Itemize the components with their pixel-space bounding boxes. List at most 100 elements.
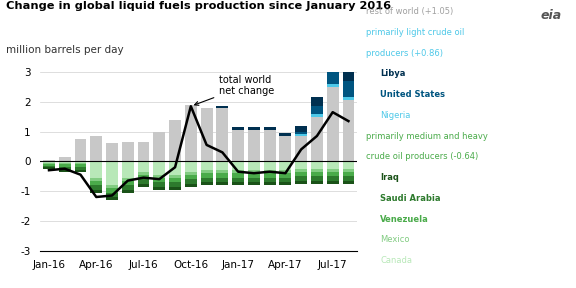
Bar [122, 181, 134, 185]
Bar [153, 178, 165, 182]
Bar [59, 164, 71, 167]
Bar [311, 161, 323, 169]
Bar [264, 178, 275, 182]
Bar [343, 176, 354, 181]
Bar [122, 142, 134, 161]
Bar [122, 190, 134, 192]
Bar [248, 130, 260, 161]
Bar [279, 133, 291, 136]
Bar [264, 182, 275, 185]
Bar [75, 161, 86, 163]
Bar [106, 143, 118, 161]
Bar [248, 127, 260, 130]
Bar [279, 173, 291, 178]
Text: producers (+0.86): producers (+0.86) [366, 49, 443, 58]
Bar [200, 173, 213, 178]
Bar [106, 188, 118, 192]
Text: Canada: Canada [380, 256, 412, 265]
Text: rest of world (+1.05): rest of world (+1.05) [366, 7, 453, 16]
Bar [279, 170, 291, 173]
Bar [232, 127, 244, 130]
Bar [343, 100, 354, 161]
Bar [311, 106, 323, 114]
Bar [295, 161, 307, 169]
Text: Libya: Libya [380, 69, 406, 78]
Bar [43, 161, 55, 163]
Bar [217, 106, 228, 108]
Text: Saudi Arabia: Saudi Arabia [380, 194, 441, 203]
Bar [248, 170, 260, 173]
Bar [43, 160, 55, 161]
Bar [75, 164, 86, 167]
Bar [153, 161, 165, 175]
Bar [75, 167, 86, 170]
Bar [279, 178, 291, 182]
Bar [90, 178, 102, 181]
Text: eia: eia [540, 9, 562, 22]
Bar [185, 161, 197, 172]
Bar [264, 127, 275, 130]
Text: Nigeria: Nigeria [380, 111, 411, 120]
Bar [343, 181, 354, 184]
Bar [311, 176, 323, 181]
Bar [138, 175, 149, 179]
Bar [138, 161, 149, 172]
Bar [295, 172, 307, 176]
Bar [327, 161, 339, 169]
Text: primarily light crude oil: primarily light crude oil [366, 28, 464, 37]
Bar [122, 185, 134, 190]
Bar [59, 163, 71, 164]
Bar [169, 175, 181, 178]
Bar [295, 134, 307, 136]
Bar [106, 161, 118, 185]
Bar [169, 120, 181, 161]
Bar [90, 161, 102, 178]
Bar [43, 167, 55, 169]
Bar [295, 181, 307, 184]
Bar [343, 161, 354, 169]
Bar [75, 170, 86, 172]
Bar [43, 163, 55, 164]
Bar [232, 161, 244, 170]
Bar [327, 87, 339, 161]
Bar [264, 161, 275, 170]
Bar [311, 169, 323, 172]
Bar [327, 56, 339, 68]
Bar [343, 172, 354, 176]
Bar [138, 184, 149, 187]
Bar [311, 181, 323, 184]
Bar [59, 170, 71, 172]
Bar [185, 184, 197, 187]
Bar [295, 126, 307, 132]
Bar [327, 68, 339, 84]
Bar [153, 175, 165, 178]
Bar [217, 161, 228, 170]
Bar [248, 161, 260, 170]
Bar [264, 130, 275, 161]
Bar [217, 108, 228, 161]
Bar [153, 187, 165, 190]
Bar [327, 172, 339, 176]
Bar [248, 182, 260, 185]
Bar [311, 114, 323, 117]
Text: United States: United States [380, 90, 445, 99]
Bar [106, 197, 118, 200]
Bar [185, 179, 197, 184]
Bar [185, 105, 197, 161]
Bar [75, 163, 86, 164]
Bar [138, 179, 149, 184]
Bar [59, 167, 71, 170]
Text: total world
net change: total world net change [195, 75, 274, 105]
Bar [232, 173, 244, 178]
Text: primarily medium and heavy: primarily medium and heavy [366, 132, 488, 141]
Bar [169, 161, 181, 175]
Bar [295, 132, 307, 134]
Text: Venezuela: Venezuela [380, 215, 429, 223]
Bar [264, 170, 275, 173]
Bar [90, 190, 102, 192]
Bar [343, 97, 354, 100]
Bar [279, 136, 291, 161]
Bar [90, 185, 102, 190]
Bar [343, 69, 354, 81]
Text: Mexico: Mexico [380, 235, 410, 244]
